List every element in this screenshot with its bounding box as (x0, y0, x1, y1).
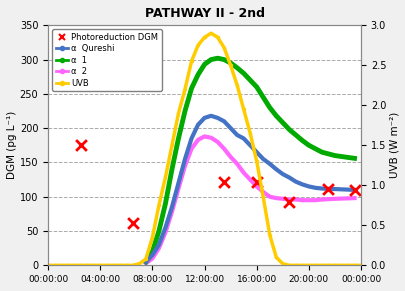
Y-axis label: DGM (pg L⁻¹): DGM (pg L⁻¹) (7, 111, 17, 180)
Point (220, 179, 227, 184)
Point (77, 143, 84, 148)
Title: PATHWAY II - 2nd: PATHWAY II - 2nd (144, 7, 264, 20)
Legend: Photoreduction DGM, α  Qureshi, α  1, α  2, UVB: Photoreduction DGM, α Qureshi, α 1, α 2,… (52, 29, 161, 91)
Point (324, 186, 331, 191)
Point (350, 188, 357, 192)
Point (253, 179, 259, 184)
Point (286, 199, 292, 204)
Y-axis label: UVB (W m⁻²): UVB (W m⁻²) (388, 112, 398, 178)
Point (129, 221, 136, 225)
